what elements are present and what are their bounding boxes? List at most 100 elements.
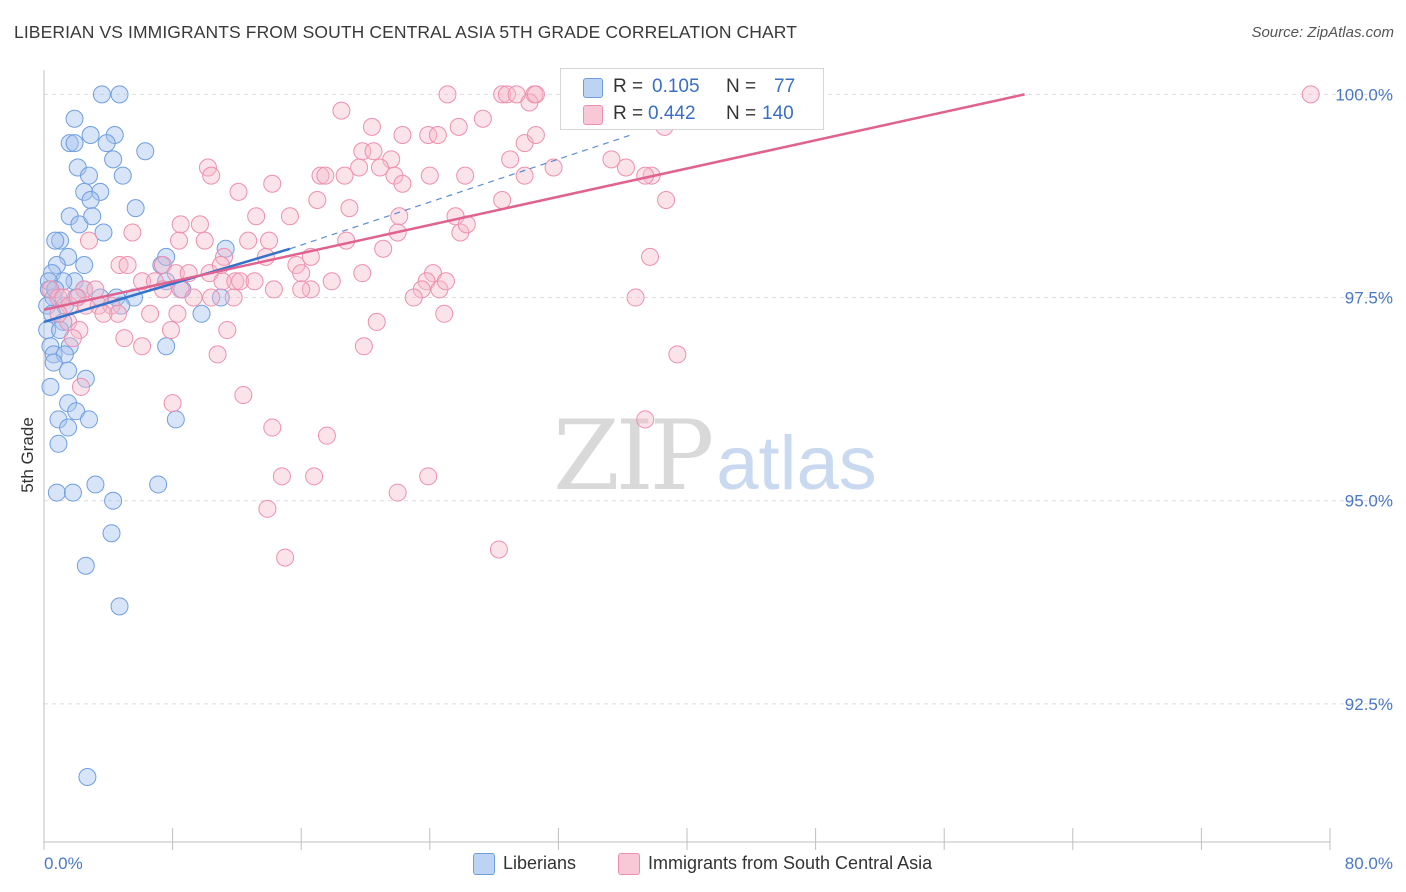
immigrants-point bbox=[272, 467, 291, 486]
immigrants-point bbox=[526, 85, 545, 104]
immigrants-point bbox=[258, 499, 277, 518]
immigrants-point bbox=[362, 117, 381, 136]
liberians-point bbox=[49, 434, 68, 453]
liberians-point bbox=[76, 556, 95, 575]
immigrants-point bbox=[354, 337, 373, 356]
immigrants-point bbox=[229, 182, 248, 201]
legend-row-immigrants: R = 0.442 N = 140 bbox=[561, 101, 823, 127]
immigrants-point bbox=[301, 280, 320, 299]
bottom-legend-swatch-liberians bbox=[473, 853, 495, 875]
watermark: ZIPatlas bbox=[553, 400, 877, 512]
immigrants-point bbox=[322, 272, 341, 291]
immigrants-point bbox=[202, 288, 221, 307]
y-tick-label: 95.0% bbox=[1345, 492, 1393, 511]
bottom-legend-immigrants: Immigrants from South Central Asia bbox=[618, 851, 978, 877]
immigrants-point bbox=[526, 126, 545, 145]
immigrants-point bbox=[507, 85, 526, 104]
immigrants-point bbox=[438, 85, 457, 104]
immigrants-point bbox=[118, 256, 137, 275]
liberians-point bbox=[65, 134, 84, 153]
immigrants-point bbox=[419, 126, 438, 145]
legend-row-liberians: R = 0.105 N = 77 bbox=[561, 74, 823, 100]
legend-r-label: R = bbox=[613, 103, 644, 124]
liberians-point bbox=[136, 142, 155, 161]
liberians-point bbox=[110, 85, 129, 104]
immigrants-point bbox=[668, 345, 687, 364]
immigrants-point bbox=[308, 191, 327, 210]
legend-r-value: 0.442 bbox=[648, 103, 696, 124]
immigrants-point bbox=[168, 304, 187, 323]
liberians-point bbox=[86, 475, 105, 494]
immigrants-point bbox=[202, 166, 221, 185]
immigrants-point bbox=[263, 174, 282, 193]
liberians-point bbox=[59, 418, 78, 437]
immigrants-point bbox=[311, 166, 330, 185]
liberians-points bbox=[38, 85, 235, 786]
liberians-point bbox=[110, 597, 129, 616]
immigrants-point bbox=[367, 312, 386, 331]
immigrants-points bbox=[41, 85, 1320, 567]
legend-n-label: N = bbox=[726, 103, 757, 124]
immigrants-point bbox=[115, 329, 134, 348]
immigrants-point bbox=[80, 231, 99, 250]
liberians-trend-extension bbox=[289, 134, 631, 250]
legend-n-label: N = bbox=[726, 76, 757, 97]
immigrants-point bbox=[340, 199, 359, 218]
liberians-point bbox=[60, 134, 79, 153]
bottom-legend-label-immigrants: Immigrants from South Central Asia bbox=[648, 853, 933, 873]
liberians-point bbox=[41, 377, 60, 396]
legend-r-value: 0.105 bbox=[652, 76, 700, 97]
liberians-point bbox=[97, 134, 116, 153]
immigrants-point bbox=[493, 85, 512, 104]
immigrants-point bbox=[234, 386, 253, 405]
immigrants-point bbox=[493, 191, 512, 210]
immigrants-point bbox=[626, 288, 645, 307]
immigrants-point bbox=[388, 483, 407, 502]
liberians-point bbox=[157, 337, 176, 356]
immigrants-point bbox=[94, 304, 113, 323]
bottom-legend-liberians: Liberians bbox=[473, 851, 613, 877]
liberians-point bbox=[192, 304, 211, 323]
immigrants-point bbox=[226, 272, 245, 291]
immigrants-point bbox=[420, 166, 439, 185]
bottom-legend-swatch-immigrants bbox=[618, 853, 640, 875]
y-tick-label: 97.5% bbox=[1345, 289, 1393, 308]
immigrants-point bbox=[317, 426, 336, 445]
immigrants-point bbox=[63, 329, 82, 348]
liberians-point bbox=[75, 256, 94, 275]
immigrants-point bbox=[364, 142, 383, 161]
liberians-point bbox=[104, 150, 123, 169]
immigrants-point bbox=[390, 207, 409, 226]
stats-legend: R = 0.105 N = 77 R = 0.442 N = 140 bbox=[560, 68, 824, 130]
immigrants-point bbox=[280, 207, 299, 226]
liberians-point bbox=[83, 207, 102, 226]
immigrants-point bbox=[428, 126, 447, 145]
source-label: Source: ZipAtlas.com bbox=[1251, 24, 1394, 41]
immigrants-point bbox=[86, 280, 105, 299]
immigrants-point bbox=[239, 231, 258, 250]
liberians-point bbox=[70, 215, 89, 234]
immigrants-point bbox=[133, 337, 152, 356]
immigrants-point bbox=[316, 166, 335, 185]
liberians-point bbox=[63, 483, 82, 502]
immigrants-trend-line bbox=[43, 93, 1025, 311]
liberians-point bbox=[113, 166, 132, 185]
immigrants-point bbox=[208, 345, 227, 364]
tick-labels: 92.5% 95.0% 97.5% 100.0% 0.0% 80.0% bbox=[44, 85, 1393, 873]
legend-swatch-immigrants bbox=[583, 105, 603, 125]
liberians-point bbox=[104, 491, 123, 510]
immigrants-point bbox=[263, 418, 282, 437]
immigrants-point bbox=[133, 272, 152, 291]
y-tick-label: 92.5% bbox=[1345, 695, 1393, 714]
immigrants-point bbox=[350, 158, 369, 177]
immigrants-point bbox=[170, 231, 189, 250]
immigrants-point bbox=[473, 109, 492, 128]
immigrants-point bbox=[501, 150, 520, 169]
immigrants-point bbox=[245, 272, 264, 291]
immigrants-point bbox=[231, 272, 250, 291]
immigrants-point bbox=[335, 166, 354, 185]
immigrants-point bbox=[224, 288, 243, 307]
bottom-legend-label-liberians: Liberians bbox=[503, 853, 577, 873]
immigrants-point bbox=[515, 166, 534, 185]
